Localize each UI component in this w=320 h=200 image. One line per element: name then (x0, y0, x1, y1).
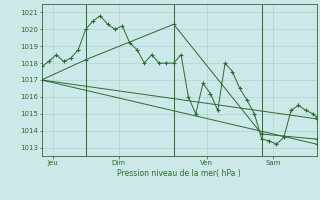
X-axis label: Pression niveau de la mer( hPa ): Pression niveau de la mer( hPa ) (117, 169, 241, 178)
